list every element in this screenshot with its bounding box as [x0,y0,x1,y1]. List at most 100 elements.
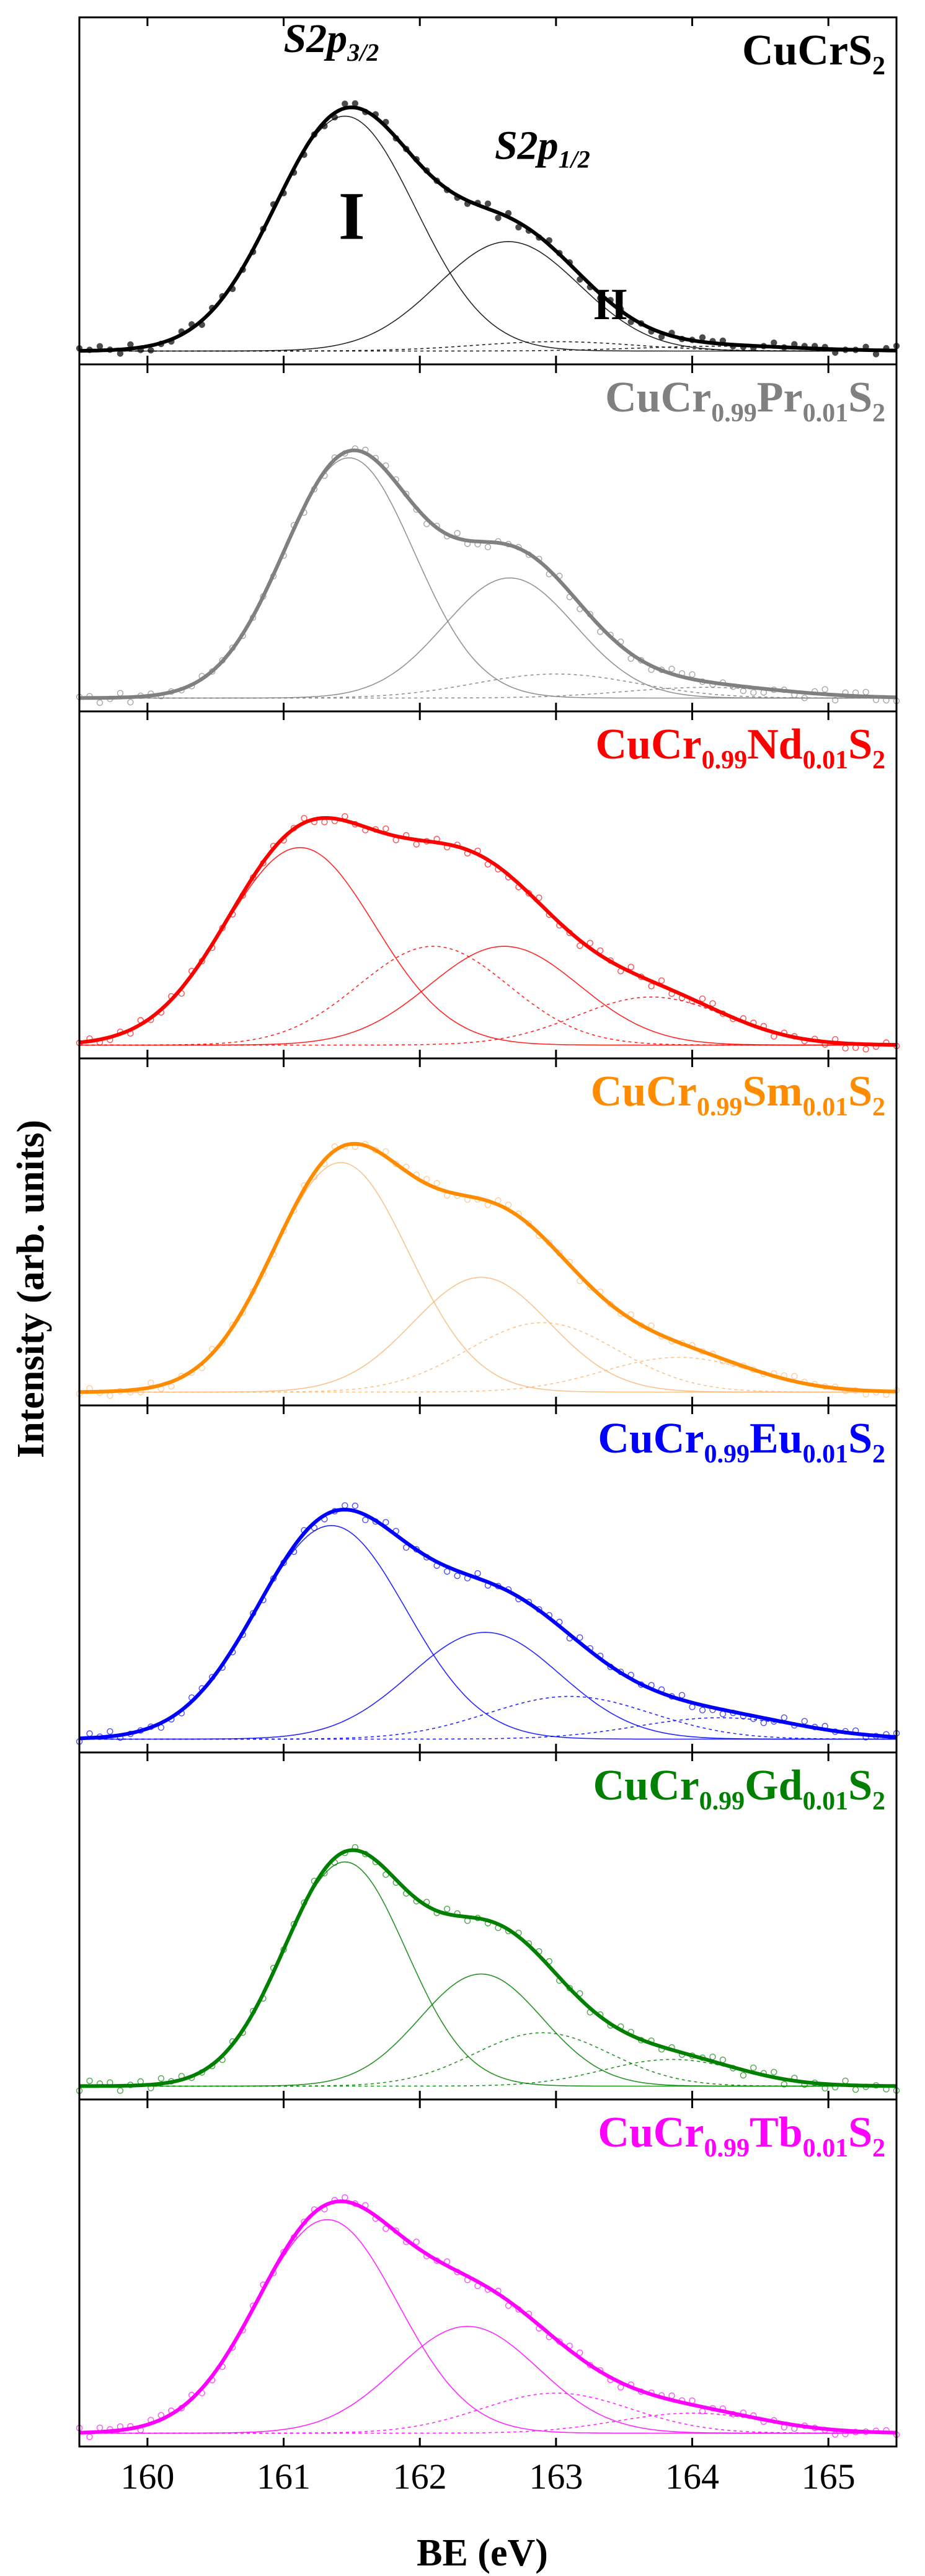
sample-label-dopant: Sm [742,1068,802,1115]
peak-annotation: S2p3/2 [283,16,379,66]
sample-label-tail: S [848,1762,872,1809]
data-point [157,2075,164,2082]
envelope-line [79,2199,897,2435]
envelope-line [79,105,897,353]
data-point [342,100,348,107]
component-i-2 [79,240,896,352]
data-point [96,343,104,349]
data-point [127,698,134,706]
annotation-text: I [339,178,365,254]
data-point [719,2056,727,2064]
data-point [862,688,869,696]
sample-label-dopant: Eu [750,1415,803,1462]
component-i-2 [79,2326,896,2434]
envelope-line [79,1848,897,2088]
sample-label-sub: 0.99 [702,746,748,775]
sample-label-tail: S [848,2109,872,2156]
data-point [760,1720,768,1726]
sample-label-sub: 2 [872,2134,885,2163]
sample-label-sub: 0.99 [699,1787,745,1816]
data-point [413,2238,420,2246]
data-point [443,1906,451,1912]
component-ii-3 [79,2392,896,2434]
component-i-2 [79,1632,896,1740]
sample-label-dopant: Tb [750,2109,803,2156]
data-point [96,699,104,706]
component-ii-4 [79,996,897,1046]
sample-label-tail: S [848,374,872,421]
data-point [86,2433,93,2440]
data-point [801,695,808,701]
data-point [699,995,706,1002]
envelope-line [79,1141,897,1394]
data-point [771,2068,777,2076]
data-point [577,942,583,949]
data-point [352,100,358,107]
sample-label-base: CuCr [742,27,848,74]
annotation-text: II [593,279,628,329]
data-point [831,697,839,704]
data-point [740,687,747,695]
sample-label-sub: 0.01 [803,1440,849,1469]
x-tick-label: 164 [665,2456,719,2497]
component-i-1 [79,1162,896,1393]
sample-label-sub: 0.99 [697,1093,743,1122]
x-axis-label: BE (eV) [417,2532,548,2574]
sample-label-sub: 2 [872,1440,885,1469]
x-tick-label: 163 [529,2456,583,2497]
sample-label: CuCr0.99Pr0.01S2 [605,374,885,428]
data-point [127,341,134,348]
data-point [781,1714,788,1721]
sample-label-sub: 0.99 [711,399,757,428]
component-ii-3 [79,946,896,1046]
component-i-1 [79,846,896,1046]
sample-label-sub: 0.01 [803,399,849,428]
data-point [383,825,389,832]
component-ii-3 [79,1322,896,1393]
sample-label-dopant: Nd [747,721,803,768]
data-point [168,1383,175,1390]
sample-label-sub: 2 [872,52,885,81]
panel-tb: CuCr0.99Tb0.01S2 [76,2098,900,2448]
sample-label-sub: 0.01 [803,2134,849,2163]
component-i-2 [79,577,896,699]
envelope-line [79,448,897,700]
sample-label: CuCr0.99Sm0.01S2 [591,1068,885,1122]
data-point [505,1202,512,1208]
sample-label: CuCr0.99Eu0.01S2 [598,1415,885,1469]
data-point [383,1519,389,1526]
data-point [413,841,420,848]
data-point [658,977,665,984]
sample-label-base: CuCr [595,721,701,768]
data-point [148,1379,154,1386]
data-point [495,214,502,221]
spectra-panels: CuCrS2S2p3/2S2p1/2IIICuCr0.99Pr0.01S2CuC… [76,16,900,2448]
envelope-line [79,1508,897,1741]
data-point [454,530,461,537]
sample-label-tail: S [848,1415,872,1462]
annotation-text: S2p [495,123,559,168]
data-point [342,1502,348,1509]
data-point [771,339,777,346]
data-point [648,983,655,990]
panel-eu: CuCr0.99Eu0.01S2 [76,1404,900,1754]
annotation-sub: 1/2 [559,145,590,173]
sample-label-tail: S [848,721,872,768]
component-i-1 [79,457,896,699]
data-point [678,1692,686,1699]
data-point [709,1000,716,1007]
sample-label: CuCrS2 [742,27,885,81]
component-i-2 [79,1277,896,1393]
sample-label-sub: 0.01 [803,1093,849,1122]
sample-label-dopant: Pr [757,374,803,421]
data-point [821,686,828,693]
data-point [577,2349,583,2356]
x-tick-label: 161 [257,2456,311,2497]
panel-gd: CuCr0.99Gd0.01S2 [76,1751,900,2101]
data-point [709,2053,716,2060]
data-point [383,1148,389,1155]
data-point [668,666,675,672]
component-i-1 [79,1861,896,2087]
data-point [117,690,124,697]
